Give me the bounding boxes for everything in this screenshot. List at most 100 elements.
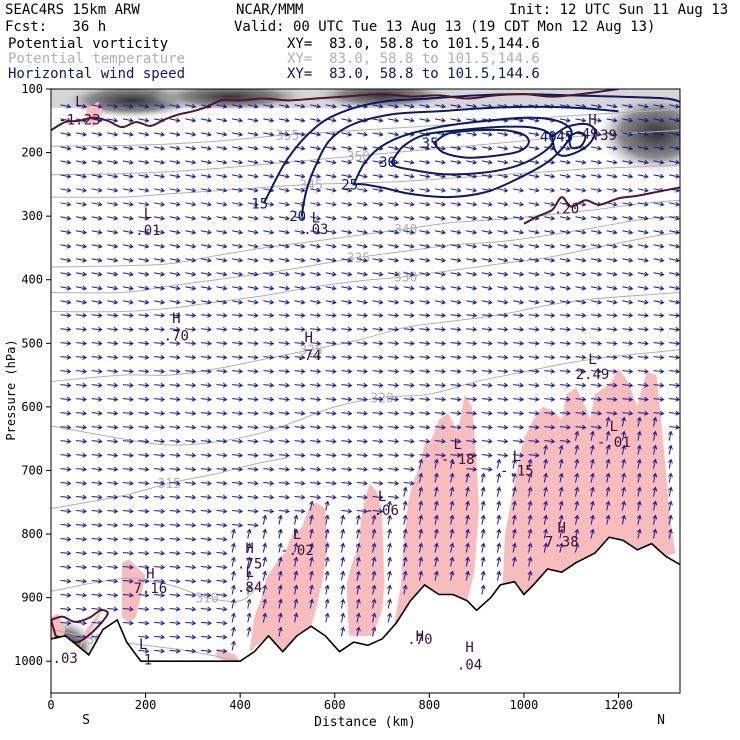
wind-vector-shaft [387,529,391,539]
wind-vector [232,466,244,472]
wind-vector [294,508,306,514]
pv-shade-region [502,368,676,595]
wind-vector-shaft [512,300,524,304]
wind-vector-shaft [278,174,290,178]
wind-vector-head [519,326,525,332]
wind-vector-head [262,598,268,604]
wind-vector-shaft [388,454,399,457]
wind-vector-head [441,410,446,416]
wind-vector [403,466,415,472]
wind-vector [122,201,134,207]
wind-vector [465,528,470,539]
wind-vector-shaft [466,426,477,429]
wind-vector [246,570,252,581]
wind-vector [622,187,634,193]
wind-vector-shaft [60,258,71,262]
wind-vector [637,201,649,207]
wind-vector-shaft [575,286,586,290]
wind-vector-head [612,396,618,402]
wind-vector [559,396,571,402]
wind-vector [138,285,150,291]
wind-vector-head [496,458,502,464]
wind-vector [277,556,283,567]
wind-vector [60,201,72,207]
wind-vector [262,514,268,525]
wind-vector-shaft [497,384,508,387]
wind-vector [372,131,384,137]
wind-vector-head [409,312,415,318]
wind-vector [341,187,353,193]
wind-vector-shaft [122,202,133,206]
wind-vector-head [371,556,377,562]
wind-vector-head [82,312,88,318]
wind-vector-shaft [216,146,227,150]
wind-vector-shaft [419,216,430,220]
wind-vector [450,201,462,207]
wind-vector [653,173,665,179]
wind-vector [497,354,509,360]
wind-vector [169,159,181,165]
wind-vector [528,271,540,277]
wind-vector [75,243,88,249]
wind-vector-head [238,508,244,514]
wind-vector-shaft [575,160,586,164]
wind-vector-shaft [403,426,414,429]
wind-speed-contour [300,105,619,217]
field-xy-wind: XY= 83.0, 58.8 to 101.5,144.6 [287,66,540,82]
wind-vector [263,312,275,318]
wind-vector-shaft [637,431,641,441]
wind-vector-shaft [668,431,672,441]
wind-vector-shaft [91,468,102,471]
wind-vector-head [496,472,502,478]
wind-vector [247,354,259,360]
y-tick-label: 600 [21,400,43,414]
wind-vector-head [316,215,322,221]
wind-vector [278,466,290,472]
wind-vector [480,514,486,525]
wind-vector-shaft [559,440,570,443]
wind-vector-head [574,444,580,450]
wind-vector [76,396,88,402]
wind-vector [622,326,634,332]
wind-vector [355,528,361,539]
wind-vector [434,410,446,416]
wind-vector [169,578,181,584]
wind-vector [232,215,244,221]
wind-vector-head [597,117,603,123]
wind-vector [433,486,439,497]
wind-vector-shaft [185,146,196,150]
wind-vector-head [97,243,103,249]
wind-vector-head [175,592,181,598]
wind-vector-head [659,243,665,249]
wind-vector-shaft [138,538,149,541]
wind-vector-shaft [403,202,414,206]
wind-vector [231,640,236,651]
wind-vector-shaft [216,272,227,276]
wind-vector-shaft [310,454,321,457]
wind-vector-head [113,452,119,458]
wind-vector-shaft [575,426,586,429]
wind-vector-shaft [341,286,352,290]
wind-vector-shaft [513,384,524,387]
extremum-label: L [588,352,596,368]
wind-vector-shaft [278,627,282,637]
wind-vector-head [503,410,509,416]
wind-vector-head [269,508,275,514]
wind-vector-head [550,215,556,221]
wind-vector-shaft [216,426,227,429]
wind-vector-head [207,494,212,500]
wind-vector [622,215,634,221]
wind-vector [154,592,166,598]
wind-vector-head [207,452,212,458]
wind-vector [340,626,346,637]
wind-vector-head [191,466,197,472]
wind-vector-shaft [637,146,649,150]
wind-vector-shaft [138,496,149,499]
wind-vector [154,536,166,542]
wind-vector-head [659,312,665,318]
wind-vector [637,229,649,235]
wind-vector-shaft [294,543,298,553]
wind-vector [60,340,72,346]
wind-vector [356,382,368,388]
wind-vector-head [316,103,322,109]
